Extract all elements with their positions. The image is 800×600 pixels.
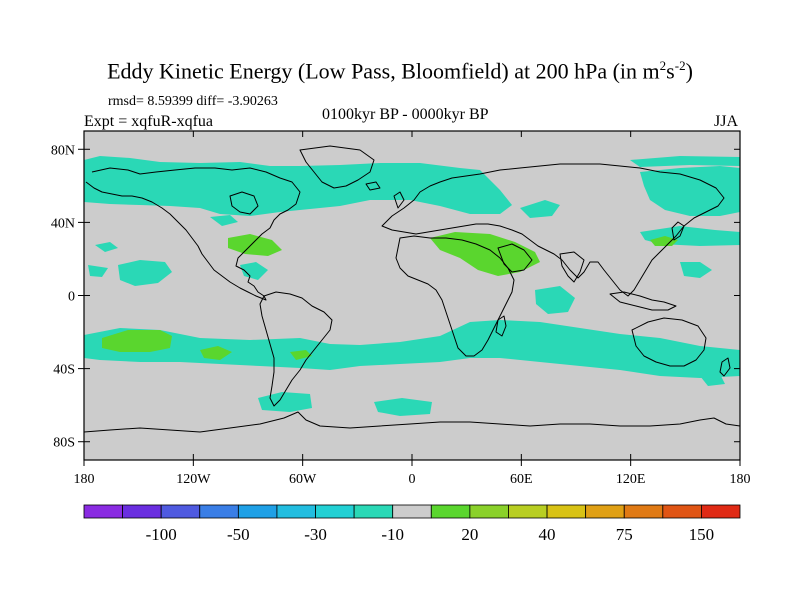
colorbar: -100 -50 -30 -10 20 40 75 150 xyxy=(83,504,741,544)
colorbar-box xyxy=(662,504,702,519)
colorbar-box xyxy=(392,504,432,519)
colorbar-box xyxy=(199,504,239,519)
lat-tick-label: 40S xyxy=(53,363,75,378)
cyan-region-west-pacific xyxy=(680,262,712,278)
colorbar-box xyxy=(276,504,316,519)
lon-tick-label: 120E xyxy=(616,472,646,487)
cyan-region-arctic-rim xyxy=(630,156,740,167)
cyan-region-north-america-small xyxy=(210,215,238,226)
coastline-british-isles xyxy=(393,191,405,209)
colorbar-box xyxy=(701,504,741,519)
green-region-south-pacific-small xyxy=(200,346,232,360)
colorbar-label: 150 xyxy=(689,525,715,544)
colorbar-box xyxy=(430,504,471,519)
cyan-region-southern-band xyxy=(84,320,740,378)
colorbar-label: -100 xyxy=(146,525,177,544)
season-label: JJA xyxy=(714,113,739,130)
coastline-hudson-bay xyxy=(229,191,259,215)
lat-tick-label: 0 xyxy=(68,290,75,305)
lon-tick-label: 180 xyxy=(730,472,751,487)
lat-tick-label: 80S xyxy=(53,436,75,451)
green-region-south-america-small xyxy=(290,350,312,360)
colorbar-box xyxy=(122,504,162,519)
colorbar-label: -30 xyxy=(304,525,327,544)
lon-tick-label: 120W xyxy=(176,472,211,487)
lon-tick-label: 0 xyxy=(409,472,416,487)
coastline-iceland xyxy=(365,181,381,191)
colorbar-label: -10 xyxy=(381,525,404,544)
colorbar-label: 40 xyxy=(539,525,556,544)
coastline-arabia xyxy=(497,243,533,273)
coastline-africa xyxy=(395,235,515,357)
longitude-axis: 180 120W 60W 0 60E 120E 180 xyxy=(74,131,751,487)
green-region-north-africa xyxy=(430,232,540,276)
cyan-region-atlantic-small xyxy=(95,242,118,252)
colorbar-label: 20 xyxy=(461,525,478,544)
green-region-north-america xyxy=(228,234,282,256)
colorbar-label: 75 xyxy=(616,525,633,544)
cyan-region-south-indian xyxy=(700,374,725,386)
colorbar-box xyxy=(469,504,509,519)
cyan-region-northeast xyxy=(640,166,740,216)
lon-tick-label: 180 xyxy=(74,472,95,487)
coastline-south-america xyxy=(259,291,333,407)
colorbar-box xyxy=(508,504,548,519)
colorbar-label: -50 xyxy=(227,525,250,544)
coastline-greenland xyxy=(299,145,375,189)
colorbar-box xyxy=(585,504,625,519)
experiment-label: Expt = xqfuR-xqfua xyxy=(84,113,213,130)
cyan-region-north-pacific xyxy=(84,156,512,216)
coastline-eurasia xyxy=(381,163,725,297)
coastlines xyxy=(83,145,741,433)
period-label: 0100kyr BP - 0000kyr BP xyxy=(322,106,489,123)
coastline-north-america xyxy=(85,167,301,301)
lat-tick-label: 80N xyxy=(51,143,75,158)
colorbar-box xyxy=(160,504,201,519)
green-region-asia xyxy=(650,236,678,246)
plot-title: Eddy Kinetic Energy (Low Pass, Bloomfiel… xyxy=(107,58,693,84)
coastline-madagascar xyxy=(495,315,507,337)
cyan-region-indian-ocean xyxy=(535,286,575,314)
colorbar-box xyxy=(546,504,587,519)
lon-tick-label: 60E xyxy=(510,472,533,487)
coastline-australia xyxy=(631,317,707,367)
coastline-indonesia xyxy=(609,291,677,311)
coastline-antarctica xyxy=(83,411,741,433)
lat-tick-label: 40N xyxy=(51,216,75,231)
colorbar-box xyxy=(237,504,278,519)
green-region-south-pacific xyxy=(102,330,172,352)
coastline-india xyxy=(559,251,585,283)
cyan-region-south-atlantic xyxy=(374,398,432,416)
colorbar-box xyxy=(353,504,394,519)
stats-text: rmsd= 8.59399 diff= -3.90263 xyxy=(108,94,278,109)
colorbar-box xyxy=(83,504,123,519)
cyan-region-south-pacific xyxy=(258,392,312,412)
colorbar-box xyxy=(315,504,355,519)
energy-contours xyxy=(84,156,740,416)
colorbar-box xyxy=(623,504,664,519)
coastline-new-zealand xyxy=(719,357,731,377)
cyan-region-north-asia xyxy=(520,200,560,218)
coastline-japan xyxy=(671,221,685,241)
latitude-axis: 80N 40N 0 40S 80S xyxy=(51,143,740,451)
cyan-region-atlantic-equator xyxy=(240,262,268,280)
cyan-region-mid-pacific xyxy=(88,265,108,277)
cyan-region-east-pacific xyxy=(118,260,172,286)
lon-tick-label: 60W xyxy=(289,472,317,487)
